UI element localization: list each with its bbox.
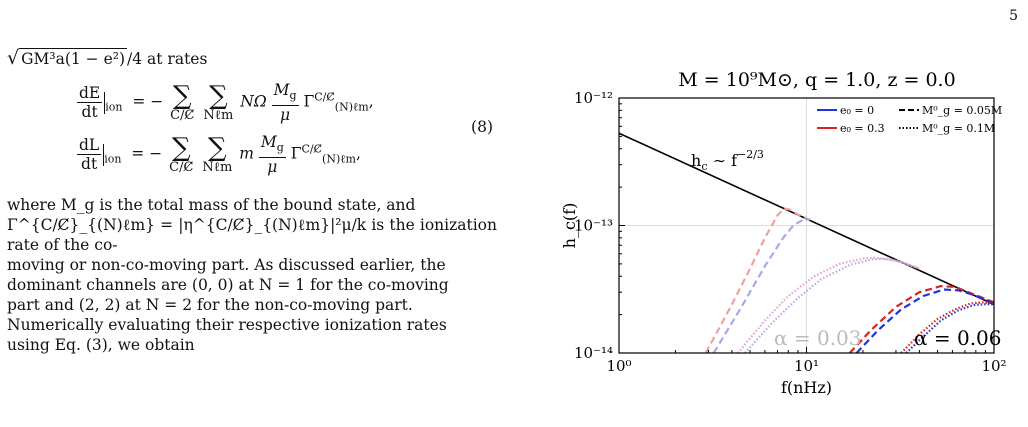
factor-m: m — [239, 144, 254, 163]
series-line-6 — [855, 288, 994, 353]
factor-nomega: NΩ — [240, 92, 267, 111]
ion-sub: ion — [105, 100, 123, 114]
equation-number: (8) — [471, 118, 493, 136]
paragraph: where M_g is the total mass of the bound… — [7, 195, 497, 355]
series-line-2 — [712, 218, 811, 353]
series-line-3 — [736, 256, 920, 353]
legend-label: e₀ = 0.3 — [840, 122, 885, 135]
x-tick-label: 10¹ — [794, 357, 819, 375]
chart-title: M = 10⁹M⊙, q = 1.0, z = 0.0 — [678, 69, 955, 91]
legend-label: M⁰_g = 0.1M — [922, 122, 995, 135]
series-line-1 — [704, 207, 807, 353]
equation-row-angular: dL dt ion = − ∑ C/C̸ ∑ Nℓm m Mg μ ΓC/C̸(N)ℓm, — [77, 132, 361, 177]
x-axis-label: f(nHz) — [781, 378, 832, 397]
dL: dL — [77, 136, 102, 156]
legend: e₀ = 0 e₀ = 0.3 M⁰_g = 0.05M M⁰_g = 0.1M — [817, 104, 1002, 135]
sum-sub-nlm: Nℓm — [203, 107, 234, 123]
page-number: 5 — [1009, 8, 1018, 24]
intro-line: √ GM³a(1 − e²)/4 at rates — [7, 48, 497, 69]
alpha-006-label: α = 0.06 — [914, 326, 1002, 350]
y-tick-label: 10⁻¹³ — [574, 217, 613, 235]
x-tick-label: 10² — [981, 357, 1006, 375]
sqrt-sign: √ — [7, 47, 20, 69]
series-layer — [619, 132, 994, 353]
slope-annotation: hc ∼ f−2/3 — [691, 148, 764, 173]
paragraph-line-1: where M_g is the total mass of the bound… — [7, 196, 416, 214]
sqrt-argument: GM³a(1 − e²) — [19, 48, 128, 68]
paragraph-line-4: dominant channels are (0, 0) at N = 1 fo… — [7, 276, 449, 294]
grid — [619, 98, 994, 353]
equation-row-energy: dE dt ion = − ∑ C/C̸ ∑ Nℓm NΩ Mg μ ΓC/C̸(N)ℓm… — [77, 80, 374, 125]
ticks: 10⁰ 10¹ 10² 10⁻¹⁴ 10⁻¹³ 10⁻¹² — [574, 89, 1007, 375]
equation-8: dE dt ion = − ∑ C/C̸ ∑ Nℓm NΩ Mg μ ΓC/C̸(N)ℓm… — [7, 75, 497, 187]
x-tick-label: 10⁰ — [606, 357, 631, 375]
intro-suffix: /4 at rates — [127, 50, 208, 68]
y-axis-label: h_c(f) — [560, 203, 579, 249]
y-tick-label: 10⁻¹² — [574, 89, 613, 107]
paragraph-line-3: moving or non-co-moving part. As discuss… — [7, 256, 446, 274]
paragraph-line-7: using Eq. (3), we obtain — [7, 336, 195, 354]
y-tick-label: 10⁻¹⁴ — [574, 344, 613, 362]
paragraph-line-6: Numerically evaluating their respective … — [7, 316, 447, 334]
legend-label: M⁰_g = 0.05M — [922, 104, 1002, 117]
legend-label: e₀ = 0 — [840, 104, 874, 117]
text-column: √ GM³a(1 − e²)/4 at rates dE dt ion = − ∑ C/… — [7, 48, 497, 355]
dt: dt — [81, 103, 98, 122]
hc-chart: M = 10⁹M⊙, q = 1.0, z = 0.0 10⁰ 10¹ 10² 10⁻… — [560, 69, 1007, 397]
alpha-003-label: α = 0.03 — [774, 326, 862, 350]
dE: dE — [77, 84, 103, 104]
paragraph-line-5: part and (2, 2) at N = 2 for the non-co-… — [7, 296, 413, 314]
sum-sub-c: C/C̸ — [170, 107, 195, 123]
series-line-8 — [905, 302, 994, 353]
paragraph-line-2: Γ^{C/C̸}_{(N)ℓm} = |η^{C/C̸}_{(N)ℓm}|²μ/… — [7, 216, 497, 254]
